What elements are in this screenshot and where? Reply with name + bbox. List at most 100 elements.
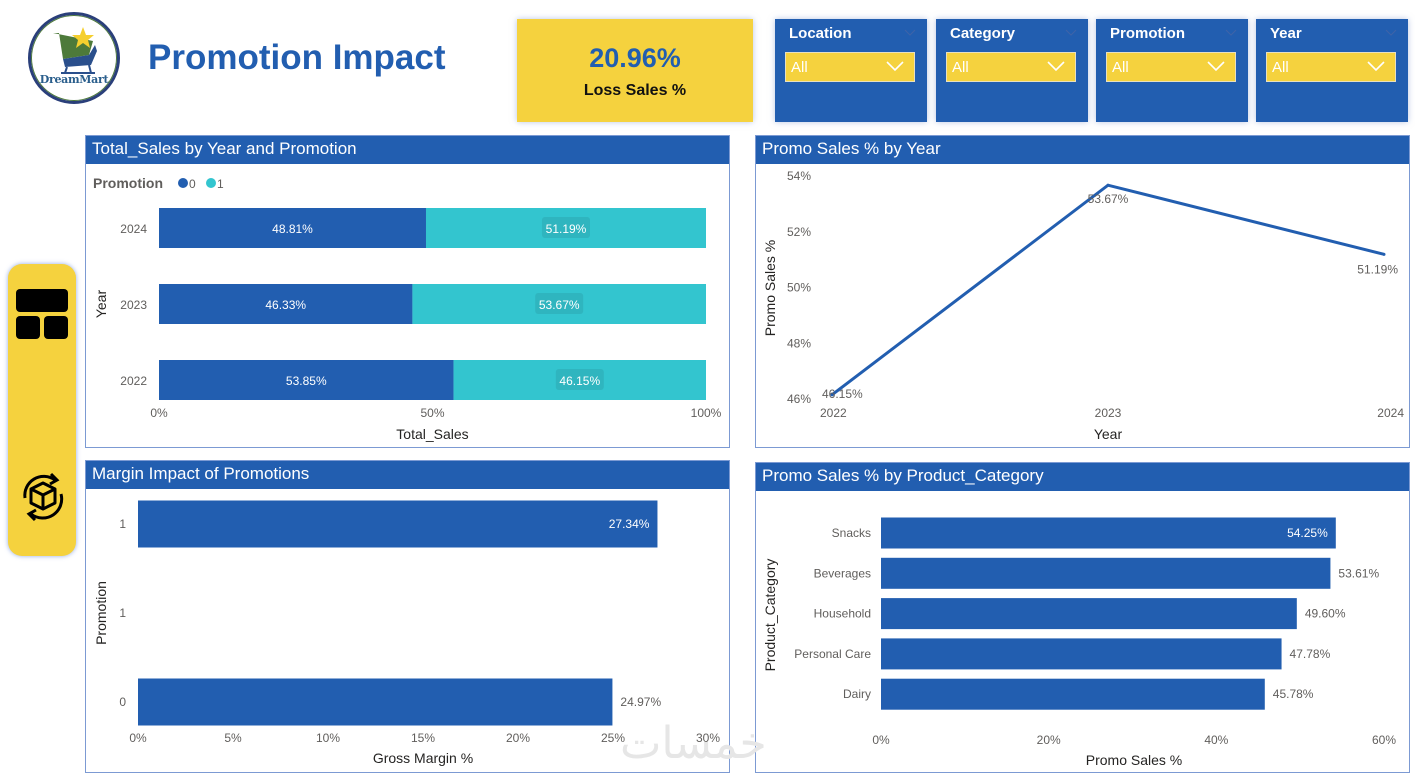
y-tick-label: Beverages [814,566,871,580]
dropdown-value: All [1112,59,1129,76]
x-tick-label: 5% [224,731,242,745]
side-navigation [8,264,76,556]
chevron-down-icon [1367,61,1385,72]
x-tick-label: 2024 [1377,406,1404,420]
legend-label-0: 0 [189,177,196,191]
slicer-title: Year [1270,25,1302,42]
x-tick-label: 50% [420,406,444,420]
slicer-collapse-chevron-icon[interactable] [1384,25,1398,39]
shopping-cart-icon [53,27,97,74]
category-dropdown[interactable]: All [946,52,1076,82]
slicer-promotion: Promotion All [1096,19,1248,122]
dashboard-layout-icon[interactable] [15,286,71,342]
data-label: 46.15% [822,387,863,401]
slicer-location: Location All [775,19,927,122]
data-label: 53.67% [539,298,580,312]
data-label: 53.61% [1338,566,1379,580]
y-axis-title: Promotion [93,581,109,645]
data-label: 47.78% [1290,647,1331,661]
data-point [1106,183,1110,187]
chart-title: Promo Sales % by Year [756,136,1409,164]
data-label: 46.15% [559,374,600,388]
x-tick-label: 0% [872,733,890,747]
bar-household [881,598,1297,630]
y-tick-label: 1 [119,517,126,531]
y-tick-label: 52% [787,225,811,239]
y-axis-title: Promo Sales % [762,240,778,336]
dropdown-value: All [1272,59,1289,76]
data-label: 49.60% [1305,607,1346,621]
slicer-title: Category [950,25,1016,42]
x-axis-title: Total_Sales [396,426,468,442]
x-tick-label: 15% [411,731,435,745]
x-tick-label: 25% [601,731,625,745]
bar-personal-care [881,638,1282,670]
y-tick-label: 2023 [120,298,147,312]
dreammart-logo: DreamMart [28,12,120,104]
x-tick-label: 0% [129,731,147,745]
y-tick-label: 48% [787,336,811,350]
legend-marker-0 [178,178,188,188]
slicer-collapse-chevron-icon[interactable] [1224,25,1238,39]
y-tick-label: 0 [119,695,126,709]
x-axis-title: Gross Margin % [373,750,473,766]
kpi-value: 20.96% [589,43,681,73]
loss-sales-kpi-card: 20.96% Loss Sales % [517,19,753,122]
chart-title: Margin Impact of Promotions [86,461,729,489]
data-label: 54.25% [1287,526,1328,540]
x-tick-label: 40% [1204,733,1228,747]
total-sales-stacked-bar-chart: Promotion 0 1 2024 48.81% 51.19% 2023 46.33% 53.… [93,175,722,442]
data-label: 48.81% [272,222,313,236]
bar-snacks [881,517,1336,549]
product-cycle-icon[interactable] [15,468,71,524]
data-label: 24.97% [620,695,661,709]
slicer-title: Location [789,25,852,42]
x-tick-label: 0% [150,406,168,420]
bar-dairy [881,678,1265,710]
y-tick-label: Household [814,607,871,621]
promo-sales-category-bar-chart: Snacks 54.25% Beverages 53.61% Household 49.6… [762,517,1396,768]
data-label: 27.34% [609,517,650,531]
y-tick-label: Snacks [832,526,871,540]
y-tick-label: Personal Care [794,647,871,661]
chevron-down-icon [1047,61,1065,72]
promo-sales-by-category-panel: Promo Sales % by Product_Category Snacks… [755,462,1410,773]
bar-segment-promotion-0 [159,208,426,248]
y-tick-label: Dairy [843,687,871,701]
data-label-background [555,369,604,390]
dropdown-value: All [952,59,969,76]
chevron-down-icon [886,61,904,72]
legend-marker-1 [206,178,216,188]
watermark: خمسات [620,718,767,769]
slicer-collapse-chevron-icon[interactable] [903,25,917,39]
x-tick-label: 10% [316,731,340,745]
slicer-year: Year All [1256,19,1408,122]
bar-segment-promotion-0 [159,360,454,400]
x-tick-label: 30% [696,731,720,745]
chart-title: Total_Sales by Year and Promotion [86,136,729,164]
data-label: 53.85% [286,374,327,388]
slicer-title: Promotion [1110,25,1185,42]
location-dropdown[interactable]: All [785,52,915,82]
x-axis-title: Year [1094,426,1123,442]
y-axis-title: Year [93,290,109,319]
promo-sales-by-year-panel: Promo Sales % by Year 46% 48% 50% 52% 54% 202… [755,135,1410,448]
y-axis-title: Product_Category [762,559,778,672]
slicer-collapse-chevron-icon[interactable] [1064,25,1078,39]
slicer-category: Category All [936,19,1088,122]
data-label-background [535,293,584,314]
y-tick-label: 2024 [120,222,147,236]
y-tick-label: 46% [787,392,811,406]
year-dropdown[interactable]: All [1266,52,1396,82]
chevron-down-icon [1207,61,1225,72]
bar-promotion-0 [138,678,613,726]
margin-impact-bar-chart: 1 27.34% 1 0 24.97% 0% 5% 10% 15% 20% 25% 30% Gross … [93,500,720,766]
data-label: 51.19% [1357,262,1398,276]
data-point [1382,252,1386,256]
promotion-dropdown[interactable]: All [1106,52,1236,82]
x-tick-label: 100% [691,406,722,420]
bar-promotion-1 [138,500,658,548]
promo-sales-line [831,183,1385,397]
x-tick-label: 60% [1372,733,1396,747]
margin-impact-panel: Margin Impact of Promotions 1 27.34% 1 0 24.… [85,460,730,773]
